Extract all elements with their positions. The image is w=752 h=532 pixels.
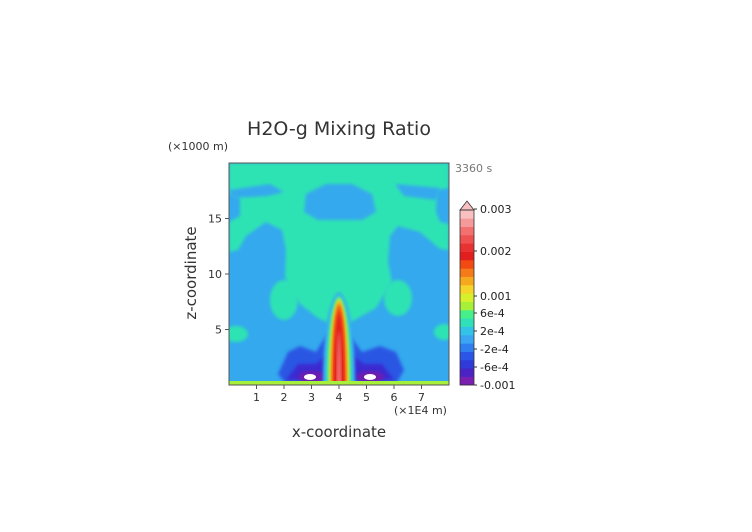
plot-area	[229, 163, 449, 385]
time-label: 3360 s	[455, 162, 492, 175]
x-axis: 1 2 3 4 5 6 7	[253, 385, 425, 404]
y-unit-label: (×1000 m)	[168, 140, 228, 153]
colorbar-swatch	[460, 251, 474, 261]
colorbar-swatch	[460, 268, 474, 277]
band-hole	[304, 184, 376, 220]
region-mid-plume	[384, 280, 412, 316]
region-central-plume	[336, 330, 342, 385]
colorbar-swatch	[460, 368, 474, 377]
colorbar-swatch	[460, 235, 474, 244]
colorbar-swatch	[460, 326, 474, 336]
colorbar-swatch	[460, 343, 474, 352]
colorbar-swatch	[460, 276, 474, 286]
band-hole	[229, 184, 284, 198]
y-axis: 5 10 15	[208, 213, 229, 337]
colorbar-label: 0.003	[480, 203, 512, 216]
y-tick-label: 10	[208, 268, 222, 281]
x-tick-label: 6	[391, 391, 398, 404]
colorbar-label: 6e-4	[480, 307, 505, 320]
region-mid-plume	[434, 324, 449, 340]
colorbar-label: -2e-4	[480, 343, 509, 356]
colorbar-swatch	[460, 218, 474, 227]
colorbar-label: 0.002	[480, 245, 512, 258]
colorbar-swatch	[460, 285, 474, 294]
colorbar-swatch	[460, 226, 474, 236]
colorbar-overflow-arrow	[459, 200, 475, 211]
colorbar-swatch	[460, 260, 474, 269]
chart-title: H2O-g Mixing Ratio	[247, 118, 431, 140]
colorbar-swatch	[460, 360, 474, 369]
colorbar-swatch	[460, 301, 474, 311]
colorbar-swatch	[460, 376, 474, 386]
colorbar-swatch	[460, 210, 474, 219]
min-spot	[304, 374, 316, 380]
x-tick-label: 7	[418, 391, 425, 404]
colorbar-label: -0.001	[480, 379, 515, 392]
y-tick-label: 5	[215, 324, 222, 337]
min-spot	[364, 374, 376, 380]
y-axis-label: z-coordinate	[182, 226, 200, 319]
colorbar-swatch	[460, 335, 474, 344]
colorbar-label: 2e-4	[480, 325, 505, 338]
colorbar-swatch	[460, 318, 474, 327]
band-hole	[395, 184, 440, 200]
x-tick-label: 1	[253, 391, 260, 404]
colorbar-swatch	[460, 310, 474, 319]
colorbar-swatch	[460, 293, 474, 302]
region-mid-plume	[229, 326, 248, 342]
colorbar-swatch	[460, 351, 474, 361]
y-tick-label: 15	[208, 213, 222, 226]
x-tick-label: 5	[363, 391, 370, 404]
colorbar-label: -6e-4	[480, 361, 509, 374]
colorbar-frame	[459, 209, 475, 386]
x-tick-label: 2	[281, 391, 288, 404]
x-tick-label: 4	[336, 391, 343, 404]
x-tick-label: 3	[308, 391, 315, 404]
x-axis-label: x-coordinate	[292, 423, 386, 441]
region-upper-band	[229, 163, 449, 328]
colorbar-label: 0.001	[480, 290, 512, 303]
colorbar: 0.003 0.002 0.001 6e-4 2e-4 -2e-4 -6e-4 -0.001	[459, 200, 515, 392]
colorbar-swatch	[460, 243, 474, 252]
x-unit-label: (×1E4 m)	[394, 404, 447, 417]
surface-strip	[229, 381, 449, 385]
region-mid-plume	[270, 280, 298, 320]
